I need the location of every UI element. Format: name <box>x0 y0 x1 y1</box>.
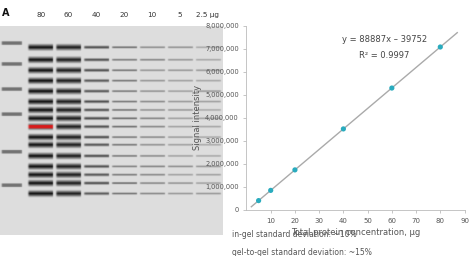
Point <box>437 45 444 49</box>
Text: in-gel standard deviation: ~10%: in-gel standard deviation: ~10% <box>232 230 357 239</box>
Text: 80: 80 <box>36 12 46 18</box>
Point <box>255 199 263 203</box>
Text: 20: 20 <box>119 12 129 18</box>
X-axis label: Total protein concentration, μg: Total protein concentration, μg <box>291 228 420 237</box>
Text: 5: 5 <box>178 12 182 18</box>
Text: gel-to-gel standard deviation: ~15%: gel-to-gel standard deviation: ~15% <box>232 248 372 256</box>
Point <box>291 168 299 172</box>
Y-axis label: Signal intensity: Signal intensity <box>193 85 202 150</box>
Text: R² = 0.9997: R² = 0.9997 <box>359 51 410 60</box>
Point <box>267 188 274 193</box>
Point <box>339 127 347 131</box>
Text: 40: 40 <box>92 12 101 18</box>
Text: A: A <box>2 8 10 18</box>
Text: y = 88887x – 39752: y = 88887x – 39752 <box>342 35 427 44</box>
Text: 60: 60 <box>64 12 73 18</box>
Point <box>388 86 396 90</box>
Text: 10: 10 <box>147 12 157 18</box>
Text: 2.5 μg: 2.5 μg <box>196 12 219 18</box>
